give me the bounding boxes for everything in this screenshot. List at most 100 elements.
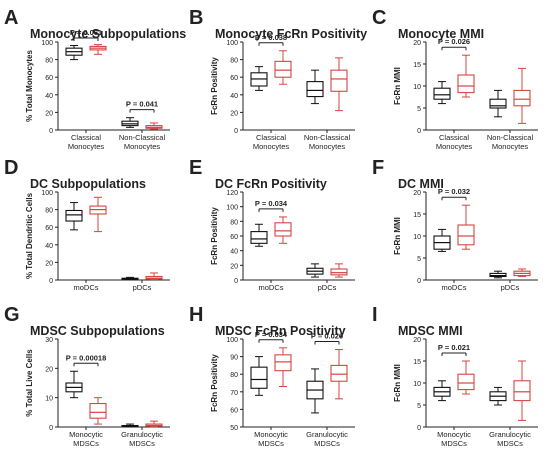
y-tick-label: 80 [45, 58, 53, 65]
y-tick-label: 10 [413, 234, 421, 241]
y-axis-label: FcRn Positivity [210, 354, 219, 412]
x-tick-label: pDCs [501, 283, 520, 292]
box-treated [457, 360, 475, 395]
box-control [65, 202, 83, 231]
y-tick-label: 100 [41, 190, 53, 197]
y-tick-label: 40 [45, 243, 53, 250]
box-treated [145, 420, 163, 428]
x-tick-label: Monocytic [437, 430, 471, 439]
significance-annotation: P = 0.038 [255, 33, 287, 46]
x-tick-label: Monocytes [124, 142, 161, 151]
y-tick-label: 20 [45, 110, 53, 117]
p-value-label: P = 0.061 [70, 28, 102, 37]
significance-annotation: P = 0.061 [70, 28, 102, 41]
x-tick-label: moDCs [258, 283, 283, 292]
x-tick-label: MDSCs [129, 439, 155, 448]
panel-letter: C [372, 7, 386, 29]
box-iqr [457, 224, 475, 246]
y-tick-label: 60 [230, 234, 238, 241]
significance-annotation: P = 0.032 [438, 187, 470, 201]
y-tick-label: 20 [45, 366, 53, 373]
y-axis-label: FcRn Positivity [210, 207, 219, 265]
box-treated [274, 347, 292, 388]
y-tick-label: 40 [45, 93, 53, 100]
y-tick-label: 80 [230, 372, 238, 379]
y-axis-label: FcRn Positivity [210, 57, 219, 115]
y-tick-label: 60 [45, 225, 53, 232]
x-tick-label: moDCs [441, 283, 466, 292]
y-tick-label: 5 [417, 106, 421, 113]
box-iqr [89, 402, 107, 419]
y-tick-label: 80 [230, 219, 238, 226]
panel-e: E DC FcRn Positivity 0 20 40 60 80 100 120 FcRn P… [189, 157, 355, 292]
p-value-label: P = 0.034 [255, 199, 288, 208]
y-tick-label: 60 [230, 75, 238, 82]
box-treated [457, 54, 475, 98]
x-tick-label: MDSCs [314, 439, 340, 448]
box-iqr [250, 366, 268, 389]
box-control [306, 368, 324, 414]
y-tick-label: 30 [45, 337, 53, 344]
panel-b: B Monocyte FcRn Positivity 0 20 40 60 80 100 FcR… [189, 7, 367, 151]
p-value-label: P = 0.032 [438, 187, 470, 196]
box-iqr [513, 380, 531, 402]
significance-annotation: P = 0.034 [255, 330, 288, 343]
x-tick-label: Granulocytic [489, 430, 531, 439]
p-value-label: P = 0.041 [126, 100, 158, 109]
x-tick-label: pDCs [133, 283, 152, 292]
box-treated [89, 196, 107, 233]
y-axis-label: FcRn MMI [393, 364, 402, 402]
chart-title: MDSC MMI [398, 324, 463, 338]
x-tick-label: Monocytes [436, 142, 473, 151]
box-iqr [489, 98, 507, 109]
box-control [65, 45, 83, 61]
box-treated [330, 263, 348, 278]
p-value-label: P = 0.026 [311, 332, 343, 341]
y-tick-label: 20 [413, 40, 421, 47]
chart-title: MDSC Subpopulations [30, 324, 165, 338]
y-tick-label: 15 [413, 212, 421, 219]
x-tick-label: Granulocytic [121, 430, 163, 439]
x-tick-label: Non-Classical [487, 133, 534, 142]
box-control [433, 380, 451, 402]
box-control [250, 66, 268, 91]
p-value-label: P = 0.021 [438, 343, 470, 352]
x-tick-label: MDSCs [497, 439, 523, 448]
significance-annotation: P = 0.00018 [66, 353, 106, 367]
x-tick-label: Monocytes [253, 142, 290, 151]
box-iqr [330, 69, 348, 92]
y-tick-label: 90 [230, 355, 238, 362]
x-tick-label: Classical [256, 133, 286, 142]
significance-annotation: P = 0.021 [438, 343, 470, 356]
box-treated [274, 50, 292, 85]
panel-letter: I [372, 304, 378, 326]
box-treated [145, 122, 163, 130]
y-tick-label: 5 [417, 256, 421, 263]
box-iqr [330, 364, 348, 382]
box-control [306, 69, 324, 105]
y-tick-label: 80 [45, 208, 53, 215]
panel-letter: B [189, 7, 203, 29]
box-iqr [274, 222, 292, 237]
box-iqr [513, 89, 531, 107]
y-tick-label: 50 [230, 425, 238, 432]
y-axis-label: % Total Live Cells [25, 349, 34, 417]
p-value-label: P = 0.034 [255, 330, 288, 339]
box-control [65, 370, 83, 399]
box-iqr [457, 74, 475, 94]
x-tick-label: Non-Classical [119, 133, 166, 142]
panel-h: H MDSC FcRn Positivity 50 60 70 80 90 100 FcRn P… [189, 304, 355, 448]
box-iqr [250, 231, 268, 244]
x-tick-label: pDCs [318, 283, 337, 292]
x-tick-label: MDSCs [258, 439, 284, 448]
chart-title: MDSC FcRn Positivity [215, 324, 346, 338]
p-value-label: P = 0.038 [255, 33, 287, 42]
significance-annotation: P = 0.041 [126, 100, 158, 113]
y-tick-label: 10 [413, 84, 421, 91]
box-treated [457, 204, 475, 250]
y-tick-label: 100 [226, 337, 238, 344]
significance-annotation: P = 0.026 [438, 37, 470, 51]
x-tick-label: Monocytes [492, 142, 529, 151]
y-tick-label: 40 [230, 93, 238, 100]
